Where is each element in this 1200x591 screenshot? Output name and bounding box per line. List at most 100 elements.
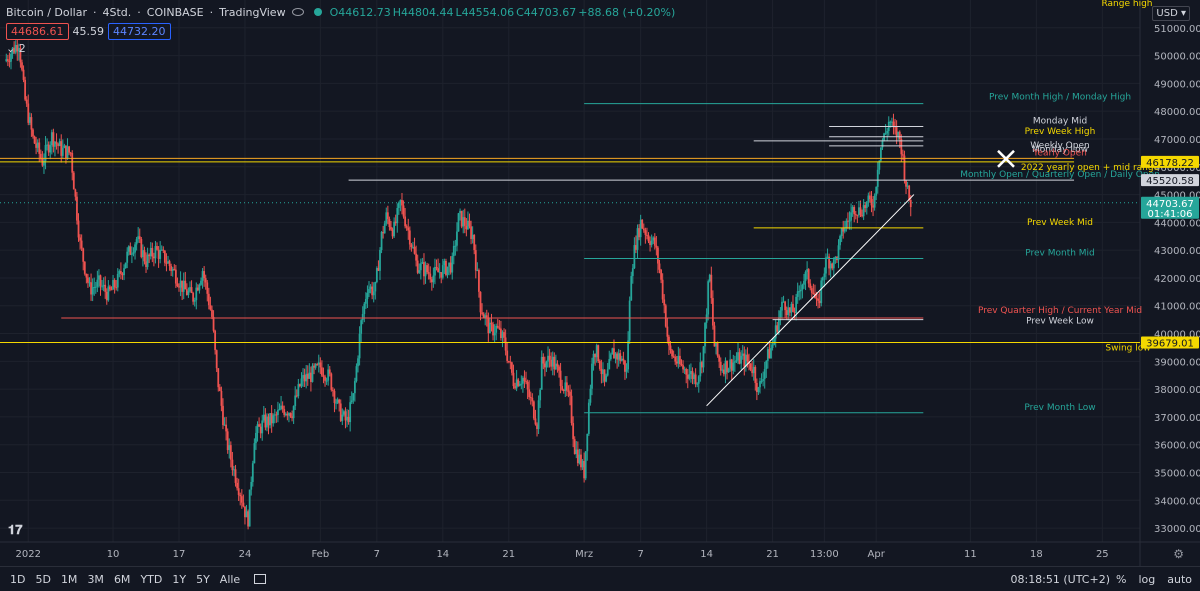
candle-body bbox=[352, 393, 355, 401]
candle-body bbox=[330, 373, 333, 390]
candle-body bbox=[452, 245, 455, 257]
candle-body bbox=[134, 244, 136, 253]
tf-all[interactable]: Alle bbox=[219, 572, 241, 586]
level-label: Prev Week Mid bbox=[1027, 218, 1093, 228]
candle-body bbox=[135, 239, 138, 245]
candle-body bbox=[358, 333, 361, 359]
candle-body bbox=[371, 286, 374, 296]
tf-3m[interactable]: 3M bbox=[87, 572, 104, 586]
x-tick-label: Apr bbox=[868, 549, 886, 560]
candle-body bbox=[418, 270, 421, 273]
candle-body bbox=[397, 202, 400, 208]
candle-body bbox=[847, 220, 849, 222]
candle-body bbox=[517, 379, 520, 386]
candle-body bbox=[525, 381, 527, 383]
candle-body bbox=[765, 360, 768, 370]
candle-body bbox=[245, 511, 248, 518]
candle-body bbox=[281, 405, 284, 410]
candle-body bbox=[788, 307, 791, 313]
candle-body bbox=[121, 273, 124, 276]
tf-1d[interactable]: 1D bbox=[10, 572, 26, 586]
candle-body bbox=[554, 363, 557, 370]
candle-body bbox=[820, 280, 823, 304]
candle-body bbox=[375, 268, 378, 282]
tf-1m[interactable]: 1M bbox=[60, 572, 78, 586]
tf-5y[interactable]: 5Y bbox=[196, 572, 210, 586]
bottom-toolbar: 1D 5D 1M 3M 6M YTD 1Y 5Y Alle 08:18:51 (… bbox=[0, 566, 1200, 591]
candle-body bbox=[479, 291, 482, 313]
candle-body bbox=[94, 286, 97, 288]
candle-body bbox=[16, 45, 19, 52]
candle-body bbox=[102, 284, 105, 287]
candle-body bbox=[68, 146, 70, 153]
currency-selector[interactable]: USD ▾ bbox=[1152, 6, 1190, 21]
candle-body bbox=[685, 369, 688, 375]
close-value: C44703.67 bbox=[516, 5, 577, 19]
candle-body bbox=[864, 205, 867, 209]
y-tick-label: 43000.00 bbox=[1154, 246, 1200, 257]
candle-body bbox=[248, 489, 251, 527]
eye-icon[interactable] bbox=[291, 8, 304, 16]
candle-body bbox=[741, 353, 744, 356]
range-high-label: Range high bbox=[1101, 0, 1152, 9]
candle-body bbox=[286, 413, 289, 416]
candle-body bbox=[441, 265, 444, 278]
candle-body bbox=[829, 263, 832, 269]
legend-header: Bitcoin / Dollar · 4Std. · COINBASE · Tr… bbox=[6, 5, 676, 19]
candle-body bbox=[261, 420, 264, 434]
calendar-icon[interactable] bbox=[254, 574, 267, 584]
y-tick-label: 51000.00 bbox=[1154, 24, 1200, 35]
candle-body bbox=[693, 374, 695, 380]
candle-body bbox=[297, 384, 300, 397]
candle-body bbox=[115, 287, 118, 289]
candle-body bbox=[493, 332, 496, 336]
exchange-label: COINBASE bbox=[146, 5, 204, 19]
tf-6m[interactable]: 6M bbox=[113, 572, 131, 586]
candle-body bbox=[583, 460, 586, 479]
gear-icon[interactable]: ⚙ bbox=[1173, 547, 1184, 561]
candle-body bbox=[331, 389, 334, 391]
candle-body bbox=[909, 199, 912, 208]
x-tick-label: 18 bbox=[1030, 549, 1043, 560]
tf-1y[interactable]: 1Y bbox=[172, 572, 187, 586]
candle-body bbox=[589, 388, 592, 403]
candle-body bbox=[686, 374, 689, 379]
price-tag-bg bbox=[1141, 336, 1199, 349]
candle-body bbox=[126, 251, 129, 263]
tf-ytd[interactable]: YTD bbox=[140, 572, 163, 586]
interval-label[interactable]: 4Std. bbox=[102, 5, 132, 19]
trendline bbox=[706, 194, 915, 407]
candle-body bbox=[438, 272, 441, 274]
candle-body bbox=[671, 350, 673, 357]
candle-body bbox=[110, 289, 113, 291]
log-toggle[interactable]: log bbox=[1138, 572, 1156, 586]
candle-body bbox=[327, 369, 330, 381]
buy-button[interactable]: 44732.20 bbox=[108, 23, 171, 40]
candle-body bbox=[456, 231, 458, 246]
candle-body bbox=[366, 292, 369, 300]
candle-body bbox=[49, 145, 52, 153]
candle-body bbox=[594, 353, 597, 358]
clock-display[interactable]: 08:18:51 (UTC+2) bbox=[1010, 572, 1110, 586]
percent-toggle[interactable]: % bbox=[1116, 572, 1127, 586]
candle-body bbox=[267, 416, 270, 426]
candle-body bbox=[906, 185, 909, 187]
candle-body bbox=[107, 286, 110, 301]
symbol-name[interactable]: Bitcoin / Dollar bbox=[6, 5, 87, 19]
tf-5d[interactable]: 5D bbox=[35, 572, 51, 586]
candle-body bbox=[798, 291, 801, 293]
y-tick-label: 42000.00 bbox=[1154, 274, 1200, 285]
candle-body bbox=[47, 144, 50, 153]
price-tag-label: 46178.22 bbox=[1146, 158, 1194, 169]
auto-toggle[interactable]: auto bbox=[1167, 572, 1192, 586]
x-tick-label: 10 bbox=[107, 549, 120, 560]
sell-button[interactable]: 44686.61 bbox=[6, 23, 69, 40]
x-tick-label: 25 bbox=[1096, 549, 1109, 560]
candle-body bbox=[520, 383, 523, 385]
candle-body bbox=[386, 212, 389, 219]
indicators-toggle[interactable]: ⌄ 2 bbox=[6, 42, 26, 55]
candle-body bbox=[727, 368, 730, 373]
candle-body bbox=[468, 220, 471, 227]
candle-body bbox=[777, 317, 780, 332]
